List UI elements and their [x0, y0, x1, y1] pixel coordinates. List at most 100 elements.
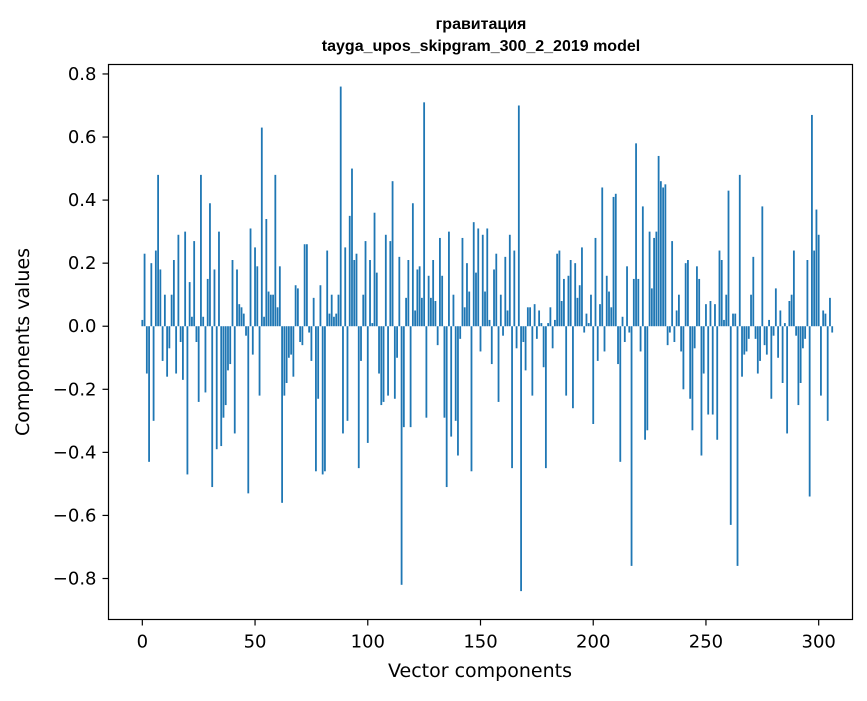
y-tick-label: 0.6	[68, 127, 97, 148]
bar	[668, 326, 671, 333]
bars-group	[141, 86, 834, 592]
x-tick-label: 250	[689, 632, 723, 653]
bar	[420, 297, 423, 327]
bar	[326, 250, 329, 327]
bar	[393, 326, 396, 399]
bar	[806, 260, 809, 327]
bar	[558, 250, 561, 327]
bar	[168, 326, 171, 349]
bar	[790, 294, 793, 327]
bar	[141, 319, 144, 327]
bar	[626, 266, 628, 327]
bar	[563, 278, 565, 327]
bar	[308, 326, 311, 333]
bar	[578, 285, 581, 327]
bar	[355, 253, 358, 327]
bar	[831, 326, 834, 333]
bar	[680, 326, 683, 352]
bar	[554, 319, 556, 327]
bar	[452, 294, 455, 327]
bar	[497, 326, 500, 402]
bar	[644, 326, 646, 440]
bar	[714, 304, 716, 327]
bar	[301, 326, 304, 346]
bar	[533, 304, 536, 327]
bar	[145, 326, 148, 374]
bar	[732, 313, 734, 327]
bar	[750, 294, 752, 327]
bar	[193, 241, 196, 327]
bar	[177, 234, 180, 327]
bar	[238, 304, 241, 327]
bar	[788, 301, 791, 327]
bar	[337, 294, 340, 327]
bar	[200, 174, 202, 327]
bar	[290, 326, 293, 355]
bar	[254, 247, 256, 327]
bar	[520, 326, 522, 592]
bar	[249, 228, 252, 327]
bar	[416, 269, 419, 327]
bar	[761, 206, 764, 327]
bar	[499, 294, 502, 327]
bar	[786, 326, 789, 434]
bar	[614, 193, 617, 327]
bar	[436, 326, 439, 346]
bar	[472, 222, 475, 327]
bar	[590, 294, 592, 327]
bar	[468, 291, 471, 327]
bar	[783, 323, 786, 327]
bar	[389, 241, 392, 327]
y-tick-label: −0.4	[53, 442, 97, 463]
bar	[454, 326, 457, 421]
bar	[515, 326, 518, 349]
bar	[619, 326, 622, 462]
bar	[218, 231, 220, 327]
bar	[511, 326, 513, 469]
bar	[457, 326, 459, 456]
bar	[813, 250, 816, 327]
bar	[387, 326, 389, 396]
bar	[768, 319, 770, 327]
bar	[339, 86, 342, 327]
bar	[274, 174, 277, 327]
bar	[623, 326, 626, 342]
bar	[427, 275, 430, 327]
bar	[811, 114, 813, 327]
bar	[815, 209, 818, 327]
bar	[808, 326, 811, 497]
bar	[646, 326, 649, 431]
bar	[330, 294, 333, 327]
bar	[671, 241, 674, 327]
bar	[299, 326, 302, 342]
bar	[240, 307, 243, 327]
bar	[747, 326, 750, 339]
bar	[317, 326, 320, 399]
bar	[700, 326, 703, 456]
bar	[653, 237, 655, 327]
bar	[635, 143, 637, 327]
bar	[795, 326, 798, 336]
x-tick-label: 50	[244, 632, 267, 653]
bar	[333, 316, 335, 327]
bar	[213, 269, 216, 327]
bar	[529, 307, 531, 327]
bar	[398, 256, 401, 327]
bar	[639, 326, 642, 352]
bar	[524, 326, 527, 371]
bar	[508, 234, 511, 327]
bar	[565, 326, 568, 396]
bar	[517, 105, 520, 327]
bar	[538, 310, 541, 327]
bar	[441, 275, 444, 327]
bar	[245, 326, 247, 336]
bar	[375, 272, 378, 327]
bar	[583, 326, 586, 333]
bar	[154, 250, 157, 327]
bar	[335, 313, 338, 327]
bar	[612, 196, 615, 327]
bar	[283, 326, 286, 396]
bar	[463, 307, 466, 327]
bar	[231, 260, 234, 327]
bar	[220, 326, 223, 447]
